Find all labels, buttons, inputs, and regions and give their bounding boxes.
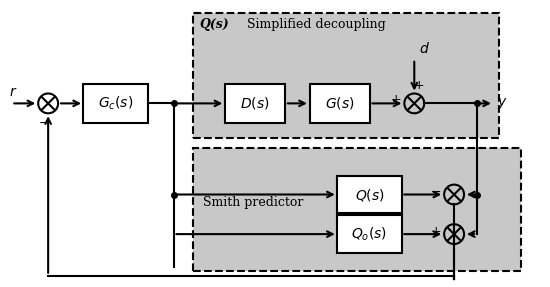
Text: $Q(s)$: $Q(s)$	[355, 187, 384, 203]
FancyBboxPatch shape	[337, 215, 402, 253]
FancyBboxPatch shape	[226, 84, 285, 123]
Text: $+$: $+$	[430, 225, 441, 238]
Text: $D(s)$: $D(s)$	[240, 95, 270, 111]
Text: $-$: $-$	[430, 185, 441, 198]
Text: $G(s)$: $G(s)$	[325, 95, 354, 111]
Text: $d$: $d$	[419, 41, 430, 56]
FancyBboxPatch shape	[194, 148, 521, 271]
Text: Q(s): Q(s)	[200, 18, 229, 31]
Text: Simplified decoupling: Simplified decoupling	[247, 18, 386, 31]
Text: Smith predictor: Smith predictor	[204, 196, 304, 209]
Text: $y$: $y$	[497, 96, 508, 111]
FancyBboxPatch shape	[337, 176, 402, 213]
Text: $Q_o(s)$: $Q_o(s)$	[351, 225, 388, 243]
Text: $+$: $+$	[412, 79, 424, 92]
Text: $+$: $+$	[390, 93, 402, 106]
FancyBboxPatch shape	[84, 84, 148, 123]
Text: $-$: $-$	[37, 116, 49, 129]
Text: $G_c(s)$: $G_c(s)$	[98, 95, 134, 112]
FancyBboxPatch shape	[310, 84, 370, 123]
Text: $r$: $r$	[9, 86, 18, 99]
FancyBboxPatch shape	[194, 13, 499, 138]
